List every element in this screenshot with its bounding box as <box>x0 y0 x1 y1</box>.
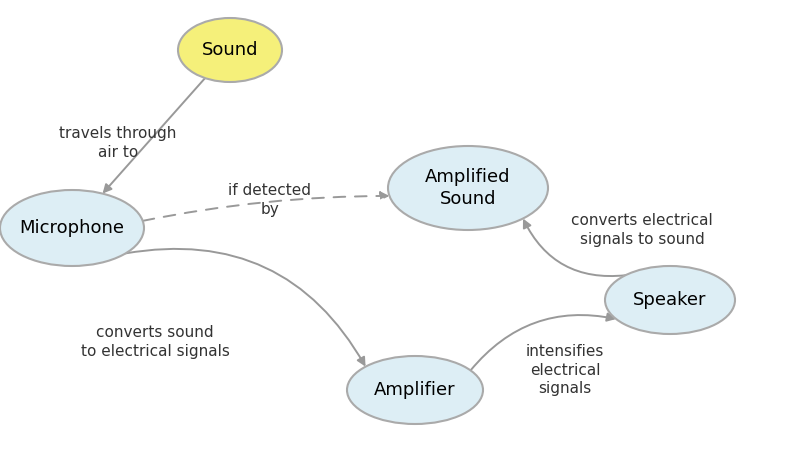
Text: travels through
air to: travels through air to <box>59 126 177 160</box>
Ellipse shape <box>388 146 548 230</box>
Text: Sound: Sound <box>202 41 258 59</box>
Text: converts electrical
signals to sound: converts electrical signals to sound <box>571 213 713 247</box>
Ellipse shape <box>0 190 144 266</box>
Text: if detected
by: if detected by <box>229 183 311 217</box>
Text: intensifies
electrical
signals: intensifies electrical signals <box>526 344 604 396</box>
Text: Amplified
Sound: Amplified Sound <box>426 168 510 208</box>
Ellipse shape <box>178 18 282 82</box>
Text: Speaker: Speaker <box>634 291 706 309</box>
Ellipse shape <box>605 266 735 334</box>
Text: Amplifier: Amplifier <box>374 381 456 399</box>
Text: Microphone: Microphone <box>19 219 125 237</box>
Text: converts sound
to electrical signals: converts sound to electrical signals <box>81 325 230 359</box>
Ellipse shape <box>347 356 483 424</box>
